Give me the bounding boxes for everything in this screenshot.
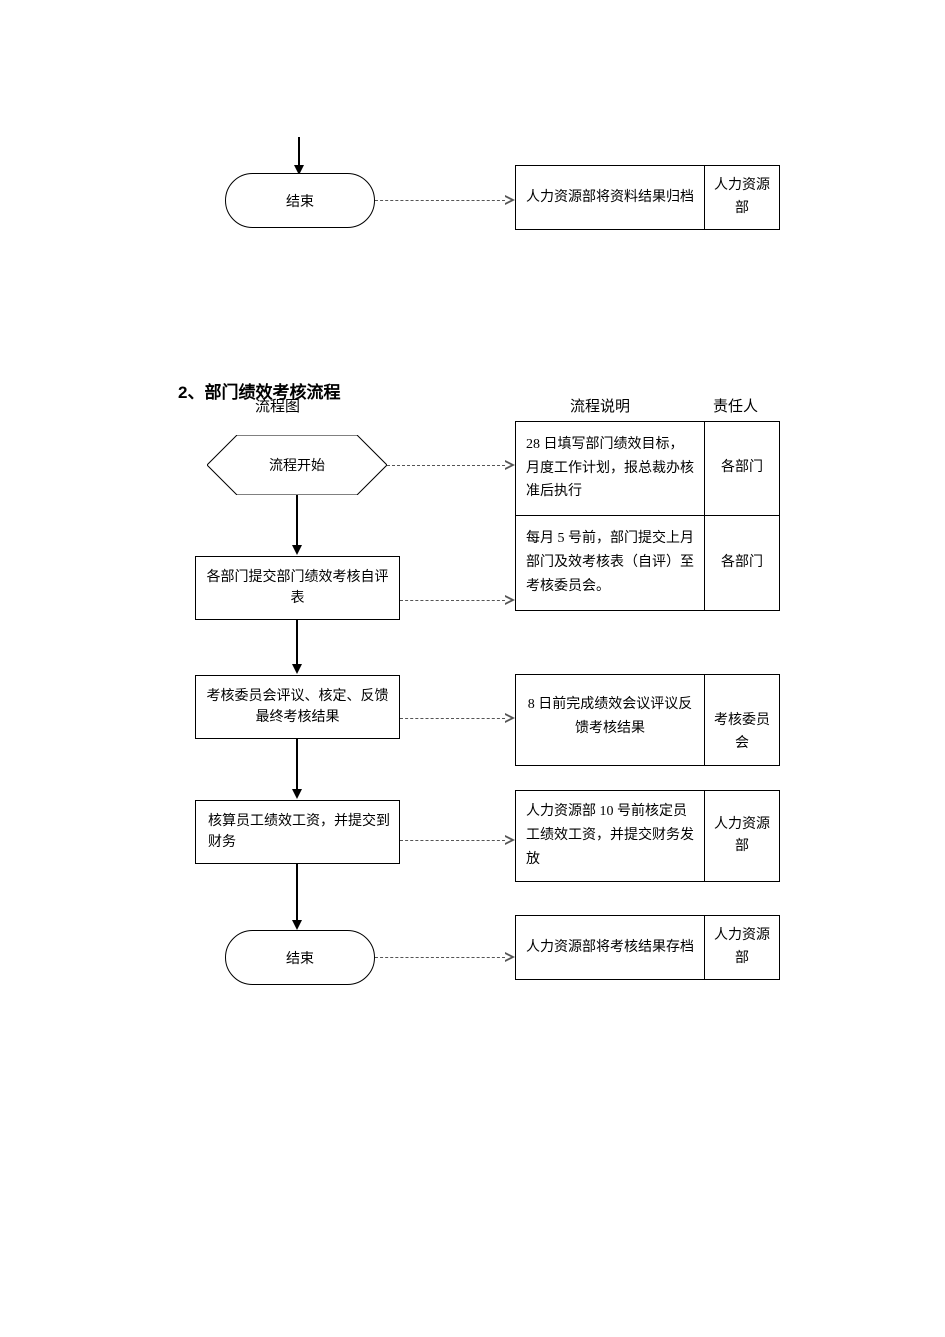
arrow-head-right-icon <box>505 835 515 845</box>
col-header-resp: 责任人 <box>713 395 758 416</box>
dashed-connector <box>400 840 505 841</box>
arrow-line <box>298 137 300 167</box>
resp-cell-5: 人力资源部 <box>705 915 780 980</box>
arrow-head-right-icon <box>505 195 515 205</box>
resp-cell-top: 人力资源部 <box>705 165 780 230</box>
resp-cell-3: 考核委员会 <box>705 674 780 766</box>
dashed-connector <box>400 718 505 719</box>
hexagon-start: 流程开始 <box>207 435 387 495</box>
desc-text: 每月 5 号前，部门提交上月部门及效考核表（自评）至考核委员会。 <box>526 527 694 598</box>
resp-text: 各部门 <box>721 552 763 574</box>
arrow-line <box>296 620 298 666</box>
arrow-head-down-icon <box>292 545 302 555</box>
page: 结束 人力资源部将资料结果归档 人力资源部 2、部门绩效考核流程 流程图 流程说… <box>0 0 945 1337</box>
col-header-desc: 流程说明 <box>570 395 630 416</box>
process-step-3: 核算员工绩效工资，并提交到财务 <box>195 800 400 864</box>
dashed-connector <box>375 200 505 201</box>
step-label: 各部门提交部门绩效考核自评表 <box>204 567 391 609</box>
desc-cell-4: 人力资源部 10 号前核定员工绩效工资，并提交财务发放 <box>515 790 705 882</box>
arrow-head-down-icon <box>292 664 302 674</box>
desc-text: 人力资源部将资料结果归档 <box>526 186 694 210</box>
resp-cell-2: 各部门 <box>705 516 780 611</box>
arrow-line <box>296 739 298 791</box>
desc-cell-2: 每月 5 号前，部门提交上月部门及效考核表（自评）至考核委员会。 <box>515 516 705 611</box>
dashed-connector <box>375 957 505 958</box>
resp-cell-1: 各部门 <box>705 421 780 516</box>
desc-text: 人力资源部 10 号前核定员工绩效工资，并提交财务发放 <box>526 800 694 871</box>
process-step-2: 考核委员会评议、核定、反馈最终考核结果 <box>195 675 400 739</box>
arrow-line <box>296 495 298 547</box>
terminator-label: 结束 <box>286 948 314 968</box>
resp-text: 考核委员会 <box>711 710 773 755</box>
resp-cell-4: 人力资源部 <box>705 790 780 882</box>
dashed-connector <box>387 465 505 466</box>
process-step-1: 各部门提交部门绩效考核自评表 <box>195 556 400 620</box>
col-header-flow: 流程图 <box>255 395 300 416</box>
arrow-head-down-icon <box>292 920 302 930</box>
desc-text: 8 日前完成绩效会议评议反馈考核结果 <box>526 693 694 741</box>
resp-text: 人力资源部 <box>711 814 773 859</box>
arrow-head-right-icon <box>505 595 515 605</box>
step-label: 核算员工绩效工资，并提交到财务 <box>208 811 391 853</box>
step-label: 考核委员会评议、核定、反馈最终考核结果 <box>204 686 391 728</box>
arrow-head-down-icon <box>292 789 302 799</box>
desc-cell-5: 人力资源部将考核结果存档 <box>515 915 705 980</box>
resp-text: 人力资源部 <box>711 925 773 970</box>
arrow-head-right-icon <box>505 952 515 962</box>
desc-cell-1: 28 日填写部门绩效目标，月度工作计划，报总裁办核准后执行 <box>515 421 705 516</box>
desc-text: 28 日填写部门绩效目标，月度工作计划，报总裁办核准后执行 <box>526 433 694 504</box>
dashed-connector <box>400 600 505 601</box>
arrow-line <box>296 864 298 922</box>
terminator-label: 结束 <box>286 191 314 211</box>
desc-cell-3: 8 日前完成绩效会议评议反馈考核结果 <box>515 674 705 766</box>
resp-text: 人力资源部 <box>711 175 773 220</box>
terminator-end-top: 结束 <box>225 173 375 228</box>
terminator-end: 结束 <box>225 930 375 985</box>
resp-text: 各部门 <box>721 457 763 479</box>
desc-text: 人力资源部将考核结果存档 <box>526 936 694 960</box>
arrow-head-right-icon <box>505 460 515 470</box>
desc-cell-top: 人力资源部将资料结果归档 <box>515 165 705 230</box>
arrow-head-right-icon <box>505 713 515 723</box>
hexagon-label: 流程开始 <box>207 435 387 495</box>
